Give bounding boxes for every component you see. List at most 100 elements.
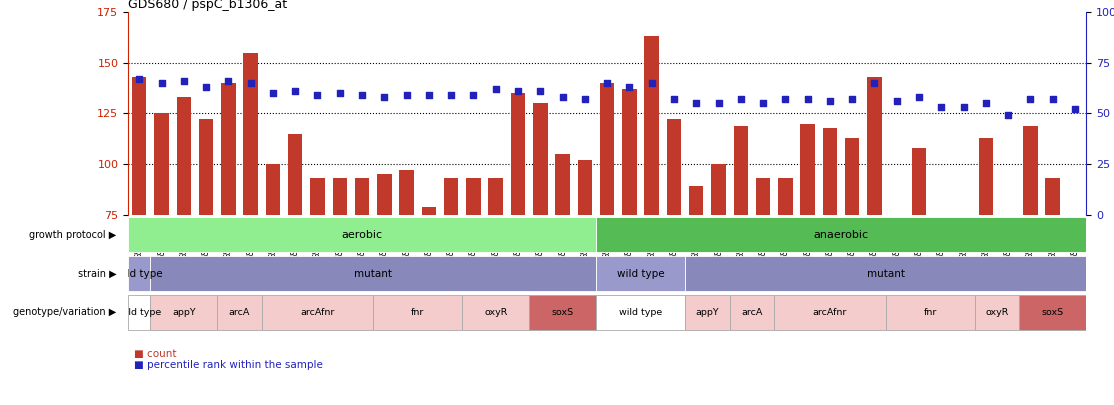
Bar [778, 178, 792, 215]
Text: soxS: soxS [1042, 308, 1064, 317]
Bar [755, 178, 770, 215]
Text: anaerobic: anaerobic [813, 230, 869, 240]
Point [821, 98, 839, 104]
Text: wild type: wild type [617, 269, 664, 279]
Point [442, 92, 460, 98]
Point [487, 86, 505, 92]
Bar [198, 119, 214, 215]
Bar [774, 295, 886, 330]
Point [197, 84, 215, 90]
Bar [510, 93, 525, 215]
Point [754, 100, 772, 107]
Bar [596, 217, 1086, 252]
Point [420, 92, 438, 98]
Text: appY: appY [172, 308, 196, 317]
Bar [1000, 215, 1015, 273]
Point [866, 80, 883, 86]
Bar [1067, 215, 1082, 269]
Bar [262, 295, 373, 330]
Bar [421, 207, 437, 215]
Text: appY: appY [695, 308, 720, 317]
Text: ■ percentile rank within the sample: ■ percentile rank within the sample [134, 360, 323, 369]
Bar [354, 178, 370, 215]
Point [999, 112, 1017, 119]
Point [509, 88, 527, 94]
Text: wild type: wild type [118, 308, 160, 317]
Point [1022, 96, 1039, 102]
Text: soxS: soxS [551, 308, 574, 317]
Text: GDS680 / pspC_b1306_at: GDS680 / pspC_b1306_at [128, 0, 287, 11]
Text: oxyR: oxyR [986, 308, 1008, 317]
Point [888, 98, 906, 104]
Bar [685, 295, 730, 330]
Point [799, 96, 817, 102]
Point [531, 88, 549, 94]
Bar [711, 164, 726, 215]
Bar [488, 178, 502, 215]
Bar [176, 97, 192, 215]
Bar [886, 295, 975, 330]
Text: mutant: mutant [354, 269, 392, 279]
Bar [978, 138, 994, 215]
Text: arcAfnr: arcAfnr [813, 308, 847, 317]
Text: ■ count: ■ count [134, 349, 176, 358]
Bar [867, 77, 881, 215]
Point [153, 80, 170, 86]
Bar [462, 295, 529, 330]
Text: genotype/variation ▶: genotype/variation ▶ [13, 307, 117, 318]
Point [620, 84, 638, 90]
Point [1044, 96, 1062, 102]
Text: mutant: mutant [867, 269, 905, 279]
Bar [688, 186, 704, 215]
Text: fnr: fnr [924, 308, 937, 317]
Bar [377, 174, 392, 215]
Point [710, 100, 727, 107]
Bar [1023, 126, 1037, 215]
Bar [133, 77, 147, 215]
Bar [150, 295, 217, 330]
Bar [577, 160, 593, 215]
Point [977, 100, 995, 107]
Point [932, 104, 950, 111]
Point [776, 96, 794, 102]
Bar [217, 295, 262, 330]
Point [130, 76, 148, 82]
Bar [800, 124, 815, 215]
Bar [599, 83, 614, 215]
Point [398, 92, 416, 98]
Bar [443, 178, 459, 215]
Bar [956, 215, 970, 344]
Point [286, 88, 304, 94]
Point [732, 96, 750, 102]
Bar [399, 170, 414, 215]
Bar [532, 103, 548, 215]
Point [309, 92, 326, 98]
Bar [934, 215, 948, 261]
Text: aerobic: aerobic [342, 230, 382, 240]
Bar [596, 295, 685, 330]
Bar [265, 164, 281, 215]
Bar [975, 295, 1019, 330]
Text: fnr: fnr [411, 308, 424, 317]
Bar [733, 126, 749, 215]
Point [465, 92, 482, 98]
Text: growth protocol ▶: growth protocol ▶ [29, 230, 117, 240]
Point [665, 96, 683, 102]
Bar [596, 256, 685, 291]
Point [264, 90, 282, 96]
Bar [150, 256, 596, 291]
Point [955, 104, 973, 111]
Bar [644, 36, 658, 215]
Bar [622, 89, 637, 215]
Bar [310, 178, 325, 215]
Text: strain ▶: strain ▶ [78, 269, 117, 279]
Text: wild type: wild type [619, 308, 662, 317]
Point [331, 90, 349, 96]
Bar [373, 295, 462, 330]
Bar [221, 83, 236, 215]
Text: wild type: wild type [116, 269, 163, 279]
Point [687, 100, 705, 107]
Bar [1019, 295, 1086, 330]
Bar [911, 148, 926, 215]
Bar [685, 256, 1086, 291]
